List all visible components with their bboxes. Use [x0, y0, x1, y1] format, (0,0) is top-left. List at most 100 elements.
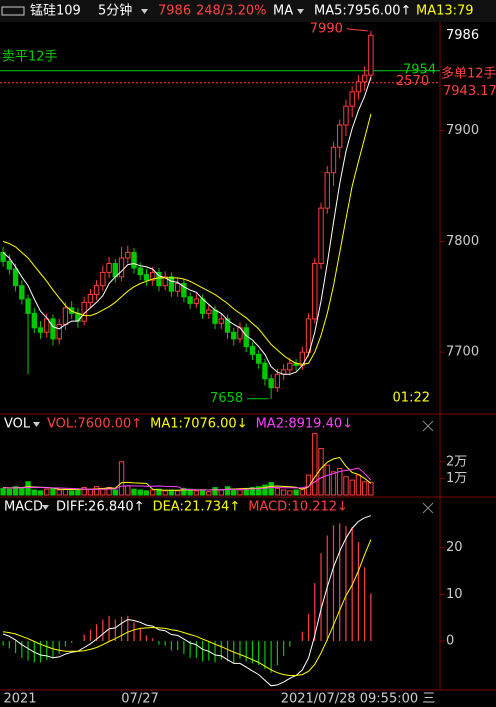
volume-bar: [69, 490, 75, 496]
menu-icon[interactable]: [1, 6, 25, 16]
annotation-label: 7990: [310, 21, 343, 36]
volume-bar: [137, 489, 143, 496]
candle-body: [118, 257, 125, 278]
candle-body: [106, 263, 112, 273]
close-button[interactable]: [422, 420, 434, 432]
candle-body: [256, 353, 262, 364]
volume-bar: [131, 488, 137, 496]
level-note: 多单12手: [441, 65, 496, 81]
candle-body: [156, 271, 162, 287]
candle-body: [268, 378, 274, 389]
candle-body: [349, 91, 355, 107]
dropdown-arrow: [297, 9, 304, 14]
volume-bar: [156, 488, 162, 496]
volume-bar: [56, 489, 62, 496]
indicator-line: [2, 77, 372, 375]
candle-body: [212, 309, 218, 324]
volume-bar: [224, 486, 231, 496]
candle-body: [56, 323, 62, 340]
candle-body: [174, 282, 181, 292]
volume-bar: [349, 479, 355, 496]
candle-body: [330, 146, 337, 174]
y-tick-label: 0: [446, 634, 454, 649]
legend-entry: VOL:7600.00↑: [47, 417, 142, 432]
ma5-value: MA5:7956.00↑: [314, 4, 411, 19]
last-price-box: [441, 27, 495, 44]
candle-body: [44, 318, 50, 333]
volume-bar: [143, 490, 150, 496]
candle-body: [6, 260, 13, 270]
level-price: 7954: [403, 62, 436, 77]
candle-body: [361, 74, 368, 83]
candle-body: [162, 276, 168, 287]
candle-body: [312, 263, 318, 320]
legend-entry: DEA:21.734↑: [153, 500, 241, 515]
level-note: 2570: [396, 74, 429, 89]
symbol[interactable]: 锰硅109: [30, 4, 81, 19]
legend-entry: MA1:7076.00↓: [150, 417, 247, 432]
candle-body: [168, 276, 175, 292]
header-bar: [0, 0, 496, 22]
volume-bar: [168, 489, 175, 496]
volume-bar: [50, 487, 56, 496]
panel-title: MACD: [4, 500, 43, 515]
volume-bar: [337, 467, 343, 496]
candle-body: [324, 172, 330, 209]
candle-body: [262, 362, 268, 380]
candle-body: [125, 251, 131, 259]
volume-bar: [343, 476, 349, 496]
candle-body: [87, 294, 94, 303]
volume-bar: [93, 486, 100, 496]
volume-bar: [125, 485, 131, 496]
candle-body: [287, 362, 293, 371]
volume-bar: [19, 487, 25, 496]
candle-body: [62, 307, 69, 325]
candle-body: [181, 282, 187, 298]
volume-bar: [25, 481, 31, 496]
dropdown-arrow: [42, 505, 49, 510]
volume-bar: [293, 489, 299, 496]
volume-bar: [330, 471, 337, 496]
volume-bar: [37, 490, 44, 496]
volume-bar: [299, 487, 305, 496]
volume-bar: [31, 489, 37, 496]
volume-bar: [75, 489, 81, 496]
candle-body: [218, 318, 224, 324]
candle-body: [187, 296, 193, 304]
volume-bar: [262, 484, 268, 496]
candle-body: [93, 285, 100, 296]
ma13-value: MA13:79: [416, 4, 474, 19]
candle-body: [143, 274, 150, 281]
volume-bar: [174, 490, 181, 496]
indicator-line: [2, 515, 372, 687]
indicator-line: [3, 539, 372, 676]
volume-bar: [162, 490, 168, 496]
candle-body: [193, 298, 200, 304]
volume-bar: [81, 487, 87, 496]
legend-entry: MACD:10.212↓: [248, 500, 348, 515]
period[interactable]: 5分钟: [98, 3, 132, 19]
volume-bar: [287, 490, 293, 496]
volume-bar: [150, 489, 156, 496]
y-tick-label: 10: [446, 587, 463, 602]
volume-bar: [237, 489, 243, 496]
candle-body: [224, 318, 231, 333]
candle-body: [305, 318, 312, 353]
volume-bar: [231, 488, 237, 496]
volume-bar: [312, 433, 318, 496]
volume-bar: [193, 490, 200, 496]
indicator-line: [3, 467, 372, 491]
volume-bar: [274, 487, 281, 496]
volume-bar: [181, 487, 187, 496]
candle-body: [19, 285, 25, 300]
close-button[interactable]: [422, 502, 434, 514]
indicator-line: [2, 113, 372, 365]
volume-bar: [256, 486, 262, 496]
y-tick-label: 7900: [446, 123, 479, 138]
y-tick-label: 7700: [446, 345, 479, 360]
volume-bar: [12, 486, 19, 496]
ma-selector[interactable]: MA: [273, 4, 293, 19]
y-tick-label: 1万: [446, 471, 467, 486]
candle-body: [249, 346, 256, 355]
candle-body: [231, 331, 237, 340]
